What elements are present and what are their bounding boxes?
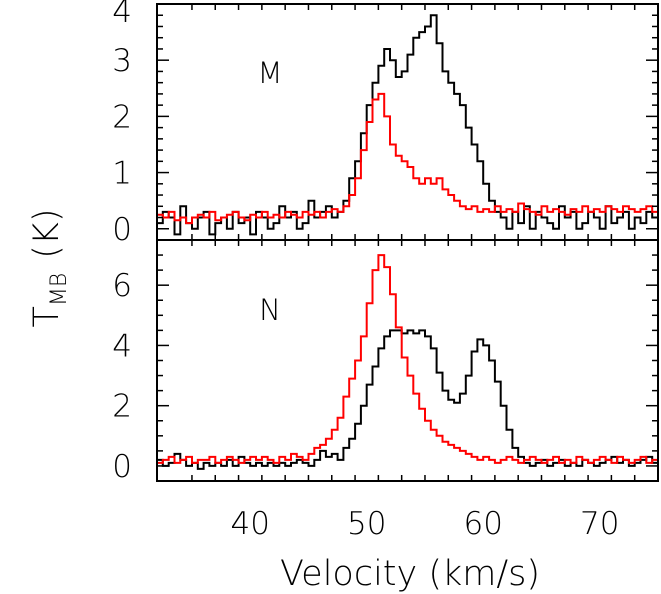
panel-2-y-tick-label: 6	[112, 268, 132, 304]
y-axis-title-unit: (K)	[27, 208, 67, 258]
panel-2-series-1-line	[157, 329, 658, 470]
panel-1-frame	[156, 3, 659, 241]
panel-1-y-tick-label: 0	[112, 212, 132, 248]
panel-1-y-tick-label: 3	[112, 43, 132, 79]
x-tick-label: 60	[464, 506, 503, 542]
panel-2-y-tick-label: 0	[112, 449, 132, 485]
panel-2-series-2-line	[157, 254, 658, 464]
x-tick-label: 70	[580, 506, 619, 542]
panel-1-y-tick-label: 2	[112, 99, 132, 135]
y-axis-title: TMB (K)	[27, 208, 72, 327]
x-tick-label: 50	[347, 506, 386, 542]
panel-2-y-tick-label: 4	[112, 328, 132, 364]
panel-1-series-2-line	[157, 92, 658, 225]
x-axis-title: Velocity (km/s)	[280, 554, 540, 594]
panel-1-y-tick-label: 1	[112, 156, 132, 192]
panel-1-series-1-line	[157, 14, 658, 236]
panel-2-y-tick-label: 2	[112, 389, 132, 425]
panel-label-m: M	[257, 56, 282, 90]
y-axis-title-main: T	[27, 306, 67, 327]
y-axis-title-subscript: MB	[47, 273, 72, 306]
x-tick-label: 40	[230, 506, 269, 542]
panel-1-y-tick-label: 4	[112, 0, 132, 30]
panel-label-n: N	[259, 293, 281, 327]
